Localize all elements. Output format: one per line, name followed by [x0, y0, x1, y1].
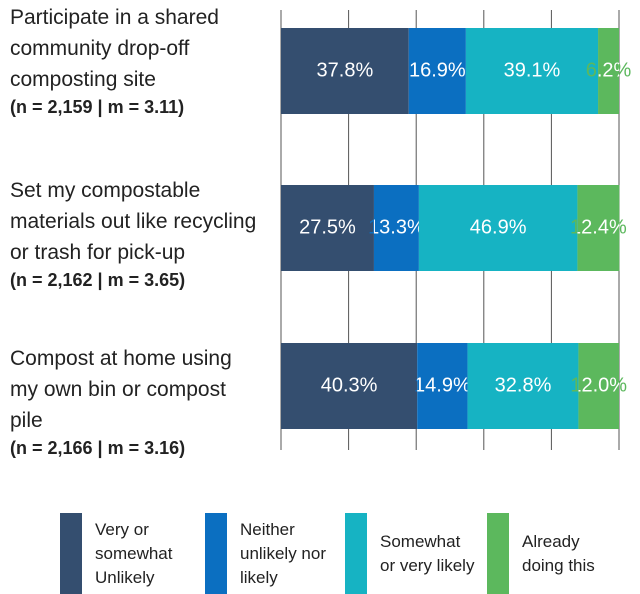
bar-segment: [578, 343, 619, 429]
category-label: Participate in a shared community drop-o…: [10, 2, 260, 119]
bar-segment: [281, 28, 409, 114]
legend-item: Neither unlikely nor likely: [205, 513, 335, 594]
legend-item: Very or somewhat Unlikely: [60, 513, 190, 594]
value-label-overflow: 39.1%: [504, 59, 561, 81]
value-label-overflow: 46.9%: [470, 216, 527, 238]
category-note: (n = 2,159 | m = 3.11): [10, 97, 185, 117]
legend-label: Already doing this: [522, 531, 595, 575]
value-label: 46.9%: [470, 216, 527, 238]
value-label: 6.2%: [586, 59, 632, 81]
bar-segment: [467, 343, 579, 429]
value-label: 40.3%: [321, 374, 378, 396]
bar-segment: [577, 185, 620, 271]
bar-segment: [281, 185, 374, 271]
value-label: 37.8%: [317, 59, 374, 81]
value-label-overflow: 40.3%: [321, 374, 378, 396]
value-label: 12.4%: [570, 216, 627, 238]
bar-segment: [281, 343, 418, 429]
value-label-overflow: 6.2%: [586, 59, 632, 81]
legend-item: Somewhat or very likely: [345, 513, 475, 594]
legend-label: Neither unlikely nor likely: [240, 519, 326, 587]
category-note: (n = 2,166 | m = 3.16): [10, 438, 186, 458]
value-label: 13.3%: [368, 216, 425, 238]
legend-swatch: [345, 513, 367, 594]
value-label: 16.9%: [409, 59, 466, 81]
bar-segment: [408, 28, 466, 114]
legend-label: Somewhat or very likely: [380, 531, 475, 575]
value-label-overflow: 16.9%: [409, 59, 466, 81]
value-label-overflow: 27.5%: [299, 216, 356, 238]
value-label-overflow: 12.0%: [570, 374, 627, 396]
value-label-overflow: 32.8%: [495, 374, 552, 396]
value-label-overflow: 12.4%: [570, 216, 627, 238]
value-label: 27.5%: [299, 216, 356, 238]
legend-swatch: [487, 513, 509, 594]
bar-segment: [418, 185, 578, 271]
value-label: 14.9%: [414, 374, 471, 396]
value-label-overflow: 13.3%: [368, 216, 425, 238]
category-label: Set my compostable materials out like re…: [10, 175, 260, 292]
legend-label: Very or somewhat Unlikely: [95, 519, 173, 587]
value-label: 12.0%: [570, 374, 627, 396]
category-note: (n = 2,162 | m = 3.65): [10, 270, 186, 290]
bar-segment: [373, 185, 419, 271]
bar-segment: [417, 343, 468, 429]
value-label-overflow: 14.9%: [414, 374, 471, 396]
value-label-overflow: 37.8%: [317, 59, 374, 81]
bar-segment: [598, 28, 619, 114]
legend-swatch: [205, 513, 227, 594]
bar-segment: [465, 28, 599, 114]
legend-item: Already doing this: [487, 513, 617, 594]
value-label: 39.1%: [504, 59, 561, 81]
value-label: 32.8%: [495, 374, 552, 396]
legend-swatch: [60, 513, 82, 594]
category-label: Compost at home using my own bin or comp…: [10, 343, 260, 460]
